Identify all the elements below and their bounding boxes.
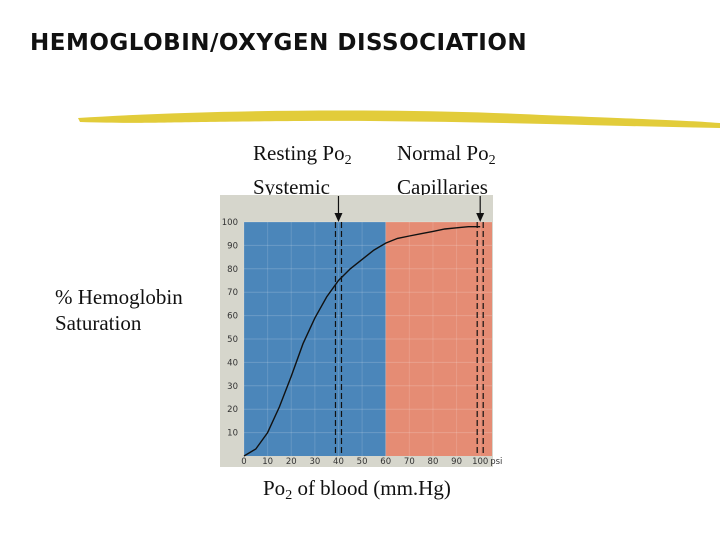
y-axis-label: % Hemoglobin Saturation	[55, 284, 183, 336]
y-tick-label: 20	[227, 405, 238, 415]
y-tick-label: 30	[227, 382, 238, 392]
marker-arrow-head	[476, 213, 485, 222]
x-tick-label: 60	[380, 457, 391, 467]
y-tick-label: 70	[227, 288, 238, 298]
normal-line1: Normal Po2	[397, 141, 496, 168]
region-systemic	[244, 222, 386, 456]
page-title: HEMOGLOBIN/OXYGEN DISSOCIATION	[30, 30, 528, 56]
y-tick-label: 100	[222, 218, 238, 228]
y-tick-label: 90	[227, 241, 238, 251]
x-tick-label: 0	[241, 457, 246, 467]
x-tick-label: 70	[404, 457, 415, 467]
y-tick-label: 80	[227, 265, 238, 275]
region-capillaries	[385, 222, 492, 456]
y-tick-label: 50	[227, 335, 238, 345]
y-tick-label: 10	[227, 429, 238, 439]
x-tick-label: 50	[357, 457, 368, 467]
x-tick-label: 30	[309, 457, 320, 467]
marker-arrow-head	[334, 213, 343, 222]
dissociation-curve	[243, 226, 481, 457]
x-tick-label: 20	[286, 457, 297, 467]
x-tick-label: 100	[472, 457, 488, 467]
x-axis-label: Po2 of blood (mm.Hg)	[263, 476, 451, 503]
x-tick-suffix: psi	[490, 457, 502, 467]
y-axis-label-line2: Saturation	[55, 311, 142, 335]
x-tick-label: 40	[333, 457, 344, 467]
resting-line1: Resting Po2	[253, 141, 352, 168]
x-tick-label: 10	[262, 457, 273, 467]
x-tick-label: 90	[451, 457, 462, 467]
x-tick-label: 80	[428, 457, 439, 467]
y-axis-label-line1: % Hemoglobin	[55, 285, 183, 309]
y-tick-label: 60	[227, 312, 238, 322]
y-tick-label: 40	[227, 358, 238, 368]
